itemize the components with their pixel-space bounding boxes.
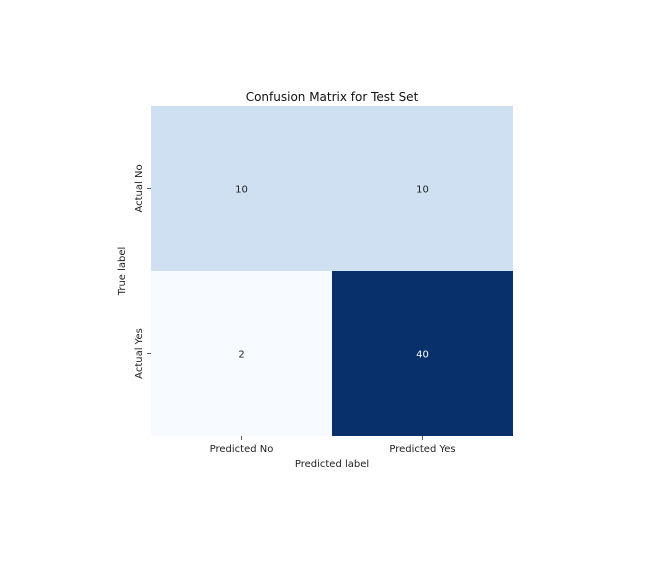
- x-axis-ticks: Predicted No Predicted Yes: [210, 436, 456, 455]
- x-axis-label: Predicted label: [295, 459, 369, 470]
- x-tick-label: Predicted No: [210, 444, 274, 455]
- cell-value-label: 10: [235, 185, 248, 196]
- y-tick-label: Actual No: [134, 164, 145, 212]
- cell-value-label: 40: [416, 350, 429, 361]
- heatmap-cell: [332, 106, 513, 271]
- y-axis-label: True label: [117, 247, 128, 297]
- x-tick-label: Predicted Yes: [389, 444, 455, 455]
- heatmap-cell: [151, 271, 332, 436]
- y-axis-ticks: Actual No Actual Yes: [134, 164, 151, 379]
- y-tick-label: Actual Yes: [134, 328, 145, 379]
- chart-title: Confusion Matrix for Test Set: [246, 90, 419, 104]
- heatmap-cell: [332, 271, 513, 436]
- cell-value-label: 10: [416, 185, 429, 196]
- cell-value-label: 2: [238, 350, 244, 361]
- heatmap-cell: [151, 106, 332, 271]
- heatmap-cells: 10 10 2 40: [151, 106, 513, 436]
